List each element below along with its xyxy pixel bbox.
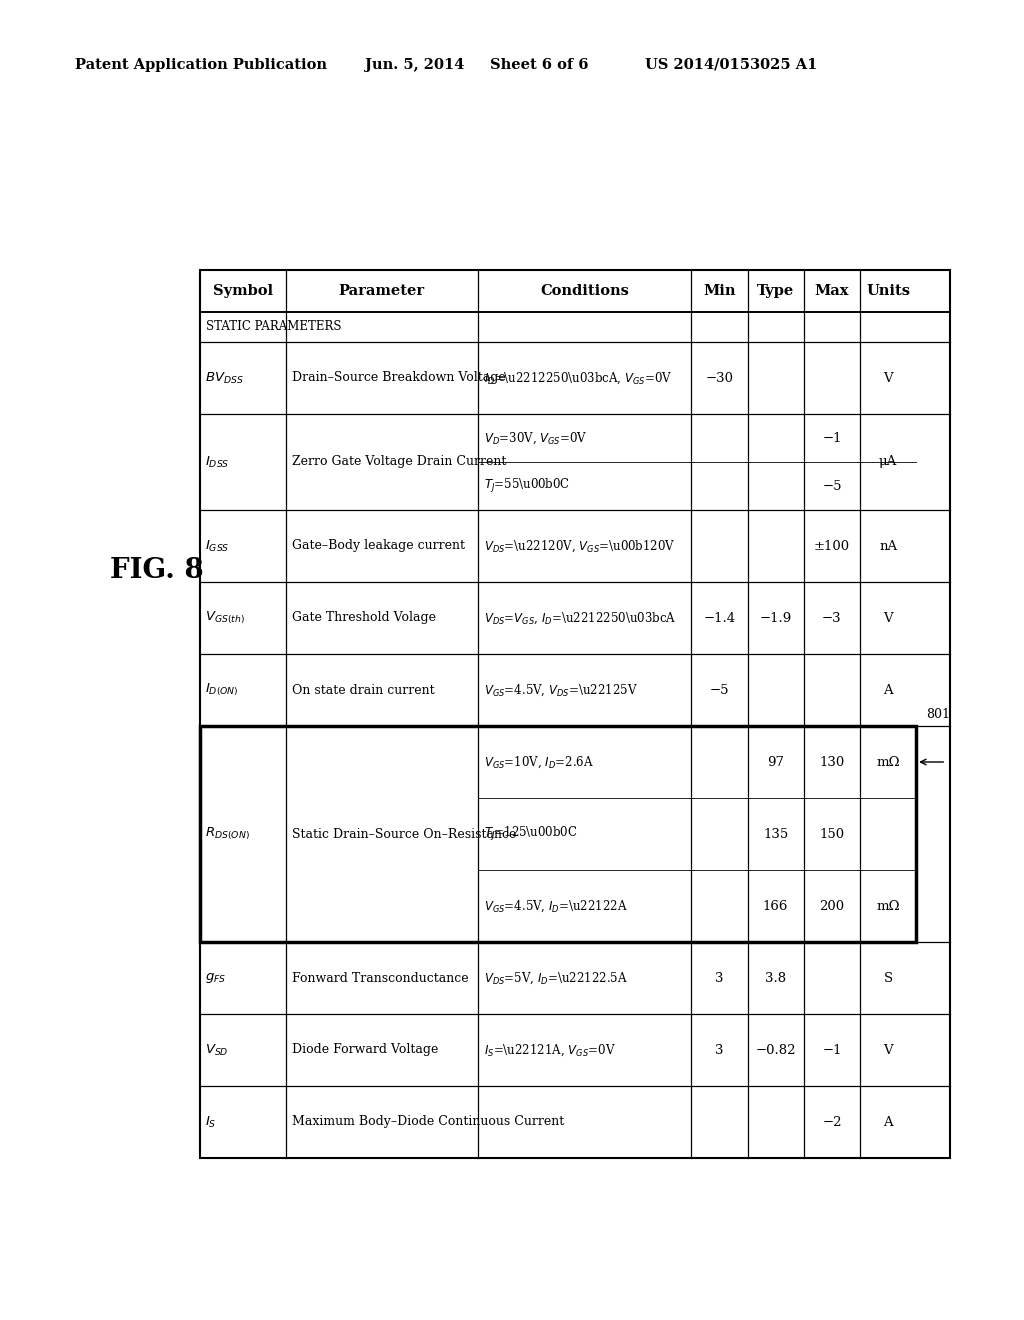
Text: Symbol: Symbol <box>213 284 273 298</box>
Text: −30: −30 <box>706 371 733 384</box>
Text: 200: 200 <box>819 899 845 912</box>
Text: −1: −1 <box>822 1044 842 1056</box>
Text: $\mathit{I}_{GSS}$: $\mathit{I}_{GSS}$ <box>205 539 229 553</box>
Text: Min: Min <box>703 284 735 298</box>
Bar <box>200 271 950 1158</box>
Text: $V_{GS}$=4.5V, $V_{DS}$=\u22125V: $V_{GS}$=4.5V, $V_{DS}$=\u22125V <box>483 682 637 698</box>
Text: Drain–Source Breakdown Voltage: Drain–Source Breakdown Voltage <box>292 371 506 384</box>
Bar <box>200 726 916 942</box>
Text: $\mathit{V}_{GS(th)}$: $\mathit{V}_{GS(th)}$ <box>205 610 245 626</box>
Text: −5: −5 <box>710 684 729 697</box>
Text: −2: −2 <box>822 1115 842 1129</box>
Text: Type: Type <box>757 284 795 298</box>
Text: 166: 166 <box>763 899 788 912</box>
Text: FIG. 8: FIG. 8 <box>110 557 204 583</box>
Text: Fonward Transconductance: Fonward Transconductance <box>292 972 469 985</box>
Text: 801: 801 <box>927 708 950 721</box>
Text: Sheet 6 of 6: Sheet 6 of 6 <box>490 58 589 73</box>
Text: Zerro Gate Voltage Drain Current: Zerro Gate Voltage Drain Current <box>292 455 507 469</box>
Text: $\mathit{V}_{SD}$: $\mathit{V}_{SD}$ <box>205 1043 228 1057</box>
Text: $\mathit{I}_{D(ON)}$: $\mathit{I}_{D(ON)}$ <box>205 682 239 698</box>
Text: $T_J$=125\u00b0C: $T_J$=125\u00b0C <box>483 825 578 843</box>
Text: $T_J$=55\u00b0C: $T_J$=55\u00b0C <box>483 477 569 495</box>
Text: nA: nA <box>879 540 897 553</box>
Text: $I_S$=\u22121A, $V_{GS}$=0V: $I_S$=\u22121A, $V_{GS}$=0V <box>483 1043 615 1057</box>
Text: −1.4: −1.4 <box>703 611 735 624</box>
Text: $\mathit{I}_{DSS}$: $\mathit{I}_{DSS}$ <box>205 454 229 470</box>
Text: Static Drain–Source On–Resistance: Static Drain–Source On–Resistance <box>292 828 517 841</box>
Text: Units: Units <box>866 284 910 298</box>
Text: V: V <box>884 1044 893 1056</box>
Text: 135: 135 <box>763 828 788 841</box>
Text: −5: −5 <box>822 479 842 492</box>
Text: Parameter: Parameter <box>339 284 425 298</box>
Text: Gate Threshold Volage: Gate Threshold Volage <box>292 611 436 624</box>
Text: mΩ: mΩ <box>877 755 900 768</box>
Text: −0.82: −0.82 <box>756 1044 796 1056</box>
Text: A: A <box>884 1115 893 1129</box>
Text: Conditions: Conditions <box>540 284 629 298</box>
Text: −1.9: −1.9 <box>760 611 792 624</box>
Text: Diode Forward Voltage: Diode Forward Voltage <box>292 1044 438 1056</box>
Text: $\mathit{BV}_{DSS}$: $\mathit{BV}_{DSS}$ <box>205 371 244 385</box>
Text: Gate–Body leakage current: Gate–Body leakage current <box>292 540 465 553</box>
Text: A: A <box>884 684 893 697</box>
Text: 150: 150 <box>819 828 845 841</box>
Text: 3.8: 3.8 <box>765 972 786 985</box>
Text: 3: 3 <box>715 1044 724 1056</box>
Text: $V_{DS}$=5V, $I_D$=\u22122.5A: $V_{DS}$=5V, $I_D$=\u22122.5A <box>483 970 628 986</box>
Text: $\mathit{g}_{FS}$: $\mathit{g}_{FS}$ <box>205 972 226 985</box>
Text: Maximum Body–Diode Continuous Current: Maximum Body–Diode Continuous Current <box>292 1115 564 1129</box>
Text: μA: μA <box>879 455 897 469</box>
Text: mΩ: mΩ <box>877 899 900 912</box>
Text: $V_{DS}$=\u22120V, $V_{GS}$=\u00b120V: $V_{DS}$=\u22120V, $V_{GS}$=\u00b120V <box>483 539 675 553</box>
Text: $V_{GS}$=10V, $I_D$=2.6A: $V_{GS}$=10V, $I_D$=2.6A <box>483 754 594 770</box>
Text: US 2014/0153025 A1: US 2014/0153025 A1 <box>645 58 817 73</box>
Text: Max: Max <box>815 284 849 298</box>
Text: 97: 97 <box>767 755 784 768</box>
Text: $V_{DS}$=$V_{GS}$, $I_D$=\u2212250\u03bcA: $V_{DS}$=$V_{GS}$, $I_D$=\u2212250\u03bc… <box>483 610 676 626</box>
Text: S: S <box>884 972 893 985</box>
Text: $V_D$=30V, $V_{GS}$=0V: $V_D$=30V, $V_{GS}$=0V <box>483 430 587 446</box>
Text: V: V <box>884 611 893 624</box>
Text: $V_{GS}$=4.5V, $I_D$=\u22122A: $V_{GS}$=4.5V, $I_D$=\u22122A <box>483 899 628 913</box>
Text: Jun. 5, 2014: Jun. 5, 2014 <box>365 58 464 73</box>
Text: −3: −3 <box>822 611 842 624</box>
Text: $I_D$=\u2212250\u03bcA, $V_{GS}$=0V: $I_D$=\u2212250\u03bcA, $V_{GS}$=0V <box>483 371 672 385</box>
Text: ±100: ±100 <box>814 540 850 553</box>
Text: STATIC PARAMETERS: STATIC PARAMETERS <box>206 321 341 334</box>
Text: $\mathit{I}_S$: $\mathit{I}_S$ <box>205 1114 216 1130</box>
Text: 3: 3 <box>715 972 724 985</box>
Text: On state drain current: On state drain current <box>292 684 435 697</box>
Text: $\mathit{R}_{DS(ON)}$: $\mathit{R}_{DS(ON)}$ <box>205 826 250 842</box>
Text: −1: −1 <box>822 432 842 445</box>
Text: 130: 130 <box>819 755 845 768</box>
Text: V: V <box>884 371 893 384</box>
Text: Patent Application Publication: Patent Application Publication <box>75 58 327 73</box>
